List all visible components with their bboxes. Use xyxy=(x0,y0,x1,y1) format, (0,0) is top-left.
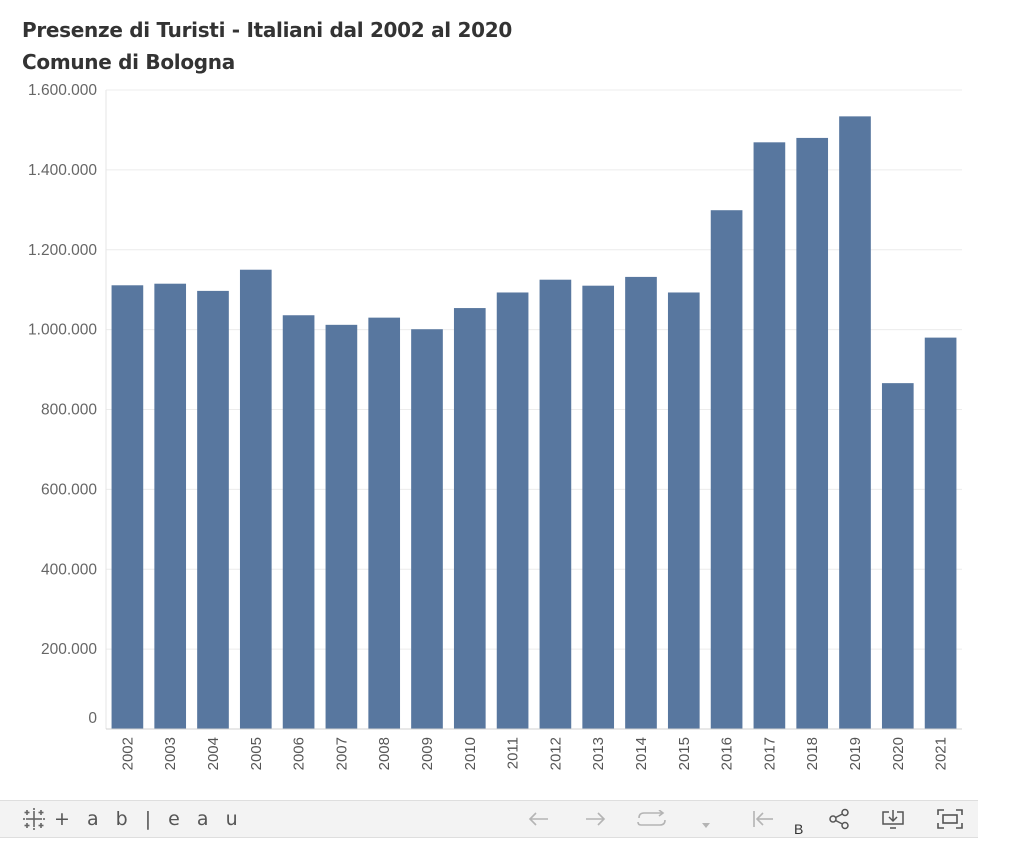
chart-subtitle: Comune di Bologna xyxy=(22,50,235,74)
bar-2004[interactable] xyxy=(197,290,229,729)
bar-2016[interactable] xyxy=(710,210,743,729)
x-tick-label: 2004 xyxy=(205,737,222,770)
bar-2005[interactable] xyxy=(239,269,272,729)
bar-2006[interactable] xyxy=(282,315,315,729)
revert-dropdown[interactable] xyxy=(698,813,714,837)
x-tick-label: 2013 xyxy=(590,737,607,770)
bar-2013[interactable] xyxy=(582,285,615,729)
bar-2007[interactable] xyxy=(325,324,358,729)
bar-2009[interactable] xyxy=(411,329,443,729)
fullscreen-icon xyxy=(937,809,963,829)
x-tick-label: 2015 xyxy=(676,737,693,770)
b-label: B xyxy=(794,821,804,837)
bar-2011[interactable] xyxy=(496,292,529,729)
x-tick-label: 2016 xyxy=(719,737,736,770)
download-icon xyxy=(882,810,904,829)
x-tick-label: 2020 xyxy=(890,737,907,770)
bar-2015[interactable] xyxy=(667,292,700,729)
bar-2020[interactable] xyxy=(881,383,914,729)
bar-2003[interactable] xyxy=(154,283,187,729)
revert-icon xyxy=(637,810,666,826)
share-icon xyxy=(829,808,849,830)
gridlines xyxy=(106,89,962,650)
bar-2010[interactable] xyxy=(453,308,486,729)
y-tick-label: 1.600.000 xyxy=(28,82,97,99)
dropdown-caret-icon xyxy=(702,823,710,828)
x-tick-label: 2007 xyxy=(333,737,350,770)
x-tick-label: 2006 xyxy=(291,737,308,770)
y-tick-label: 0 xyxy=(88,710,97,727)
bar-2014[interactable] xyxy=(625,276,657,729)
chart-title-line: Presenze di Turisti - Italiani dal 2002 … xyxy=(22,18,512,42)
fullscreen-button[interactable] xyxy=(935,807,965,831)
y-tick-label: 1.000.000 xyxy=(28,322,97,339)
redo-arrow-icon xyxy=(586,812,606,826)
download-button[interactable] xyxy=(880,807,906,831)
y-tick-label: 1.400.000 xyxy=(28,162,97,179)
y-tick-label: 400.000 xyxy=(41,561,97,578)
x-tick-label: 2008 xyxy=(376,737,393,770)
bar-2002[interactable] xyxy=(111,285,144,729)
tableau-logo-icon xyxy=(23,808,45,830)
bar-2008[interactable] xyxy=(368,317,401,729)
bar-2021[interactable] xyxy=(924,337,957,729)
x-axis-ticks: 2002 2003 2004 2005 2006 2007 2008 2009 2010 2011… xyxy=(119,737,949,770)
bar-2017[interactable] xyxy=(753,142,786,729)
bar-2018[interactable] xyxy=(796,137,829,730)
tableau-toolbar: + a b | e a u B xyxy=(0,800,978,838)
y-tick-label: 1.200.000 xyxy=(28,242,97,259)
x-tick-label: 2021 xyxy=(933,737,950,770)
undo-button[interactable] xyxy=(526,807,552,831)
x-tick-label: 2019 xyxy=(847,737,864,770)
tableau-logo[interactable]: + a b | e a u xyxy=(22,807,243,831)
undo-arrow-icon xyxy=(528,812,548,826)
reset-button[interactable] xyxy=(750,807,776,831)
reset-icon xyxy=(753,811,773,827)
x-tick-label: 2003 xyxy=(162,737,179,770)
revert-button[interactable] xyxy=(634,807,670,831)
chart-title: Presenze di Turisti - Italiani dal 2002 … xyxy=(22,14,512,78)
tableau-logo-text: + a b | e a u xyxy=(54,808,244,830)
x-tick-label: 2012 xyxy=(547,737,564,770)
y-axis-ticks: 0 200.000 400.000 600.000 800.000 1.000.000 1.… xyxy=(28,82,97,727)
x-tick-label: 2011 xyxy=(505,737,522,769)
x-tick-label: 2014 xyxy=(633,737,650,770)
x-tick-label: 2010 xyxy=(462,737,479,770)
y-tick-label: 800.000 xyxy=(41,402,97,419)
bar-2019[interactable] xyxy=(839,116,871,730)
y-tick-label: 600.000 xyxy=(41,481,97,498)
x-tick-label: 2017 xyxy=(761,737,778,770)
x-tick-label: 2002 xyxy=(119,737,136,770)
bar-2012[interactable] xyxy=(539,279,572,729)
x-tick-label: 2009 xyxy=(419,737,436,770)
share-button[interactable] xyxy=(826,807,852,831)
x-tick-label: 2018 xyxy=(804,737,821,770)
redo-button[interactable] xyxy=(582,807,608,831)
x-tick-label: 2005 xyxy=(248,737,265,770)
bar-chart: 0 200.000 400.000 600.000 800.000 1.000.000 1.… xyxy=(28,82,962,770)
y-tick-label: 200.000 xyxy=(41,641,97,658)
bars xyxy=(111,116,957,730)
